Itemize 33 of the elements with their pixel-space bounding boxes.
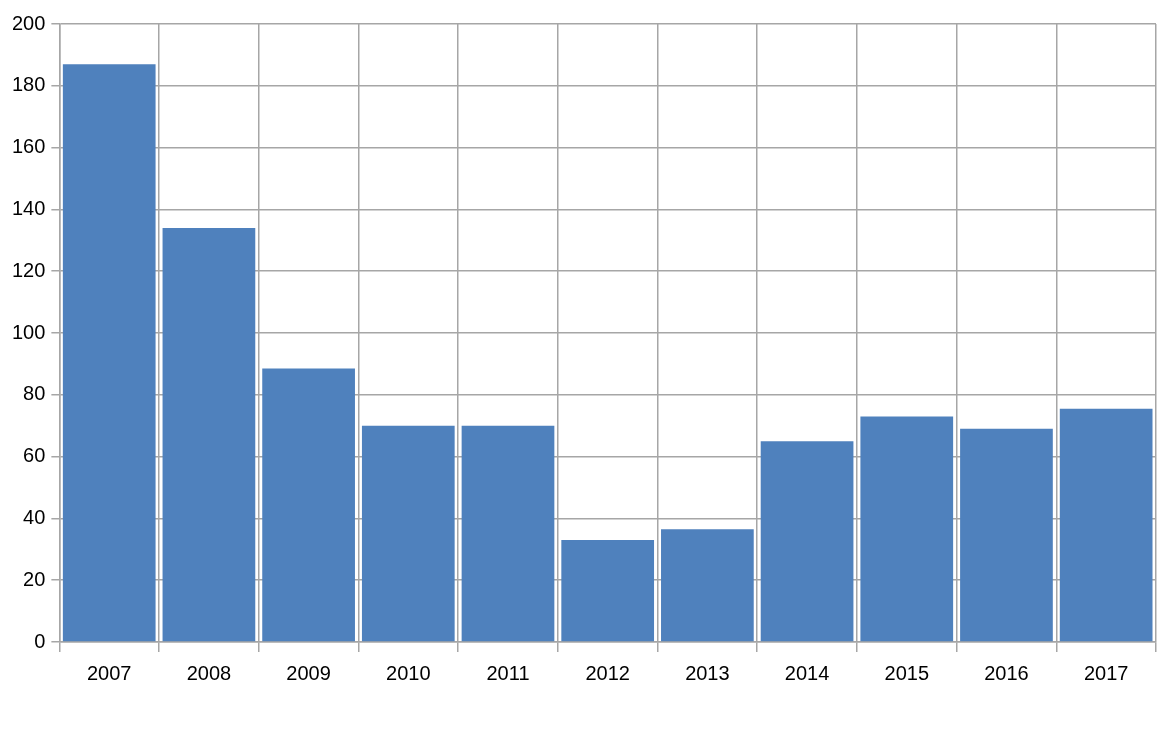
bar: [760, 441, 854, 642]
x-tick-label: 2016: [984, 661, 1029, 684]
bar: [561, 540, 655, 642]
x-tick-label: 2014: [784, 661, 830, 684]
y-tick-label: 20: [23, 567, 46, 590]
x-tick-label: 2012: [585, 661, 630, 684]
y-tick-label: 120: [11, 258, 46, 281]
x-tick-label: 2017: [1083, 661, 1129, 684]
x-tick-label: 2015: [884, 661, 930, 684]
x-tick-label: 2008: [186, 661, 232, 684]
y-tick-label: 160: [11, 135, 46, 158]
x-tick-label: 2010: [386, 661, 431, 684]
x-tick-label: 2007: [86, 661, 132, 684]
y-tick-label: 0: [34, 629, 46, 652]
bar: [62, 64, 156, 642]
y-tick-label: 60: [23, 444, 46, 467]
x-tick-label: 2011: [486, 661, 530, 684]
bar: [361, 425, 455, 642]
y-tick-label: 40: [23, 505, 46, 528]
y-tick-label: 100: [11, 320, 46, 343]
x-tick-label: 2013: [685, 661, 730, 684]
bar: [1059, 408, 1153, 642]
x-tick-label: 2009: [286, 661, 331, 684]
bar: [661, 529, 754, 642]
y-tick-label: 200: [11, 11, 46, 34]
bar: [461, 425, 555, 642]
bar: [262, 368, 355, 642]
y-tick-label: 180: [11, 73, 46, 96]
bar: [162, 227, 256, 642]
y-tick-label: 80: [23, 382, 46, 405]
bar: [860, 416, 954, 642]
y-tick-label: 140: [11, 196, 46, 219]
bar: [960, 428, 1053, 642]
